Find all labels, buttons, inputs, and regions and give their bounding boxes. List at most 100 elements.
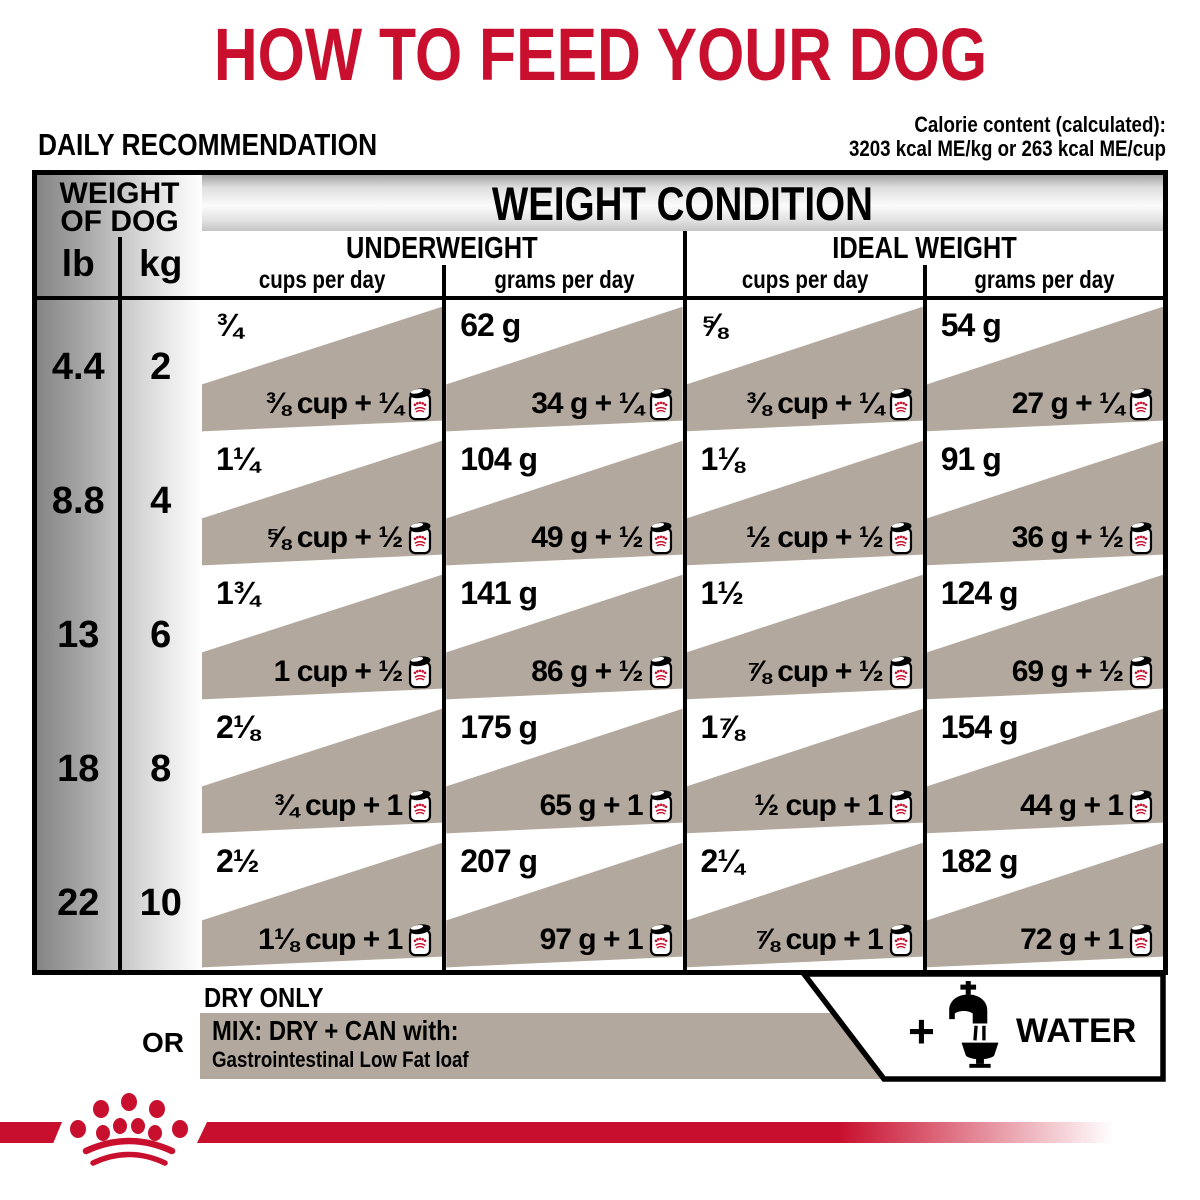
canned-food-icon [1128,520,1154,555]
weight-kg-value: 6 [150,613,172,656]
dry-value: 1½ [700,575,744,611]
mix-text: 27 g + ¼ [1011,386,1124,420]
plus-sign: + [908,1005,935,1057]
weight-row-4: 18 8 [37,702,202,836]
mix-text: 1 cup + ½ [273,654,404,688]
cell-r1-ideal-cups: ⅝ ⅜ cup + ¼ [682,300,923,434]
calorie-line-2: 3203 kcal ME/kg or 263 kcal ME/cup [848,136,1166,162]
cell-r4-ideal-grams: 154 g 44 g + 1 [922,702,1163,836]
weight-condition-header: WEIGHT CONDITION [202,175,1163,231]
dry-value: 104 g [460,441,538,477]
mix-value: ⅜ cup + ¼ [746,386,914,421]
mix-text: ¾ cup + 1 [273,788,404,822]
dry-value: 182 g [940,843,1019,879]
feeding-table: WEIGHT OF DOG lb kg 4.4 2 8.8 4 13 6 18 … [32,170,1168,975]
mix-value: 34 g + ¼ [531,386,673,421]
mix-value: ⅝ cup + ½ [265,520,433,555]
cell-r2-underweight-grams: 104 g 49 g + ½ [442,434,683,568]
mix-text: 86 g + ½ [531,654,643,688]
weight-kg-value: 10 [139,881,182,924]
cell-r4-underweight-cups: 2⅛ ¾ cup + 1 [202,702,443,836]
canned-food-icon [648,386,673,421]
cell-r3-ideal-cups: 1½ ⅞ cup + ½ [682,568,923,702]
dry-value: 91 g [940,441,1002,477]
unit-lb-label: lb [61,242,95,284]
dry-value: 2¼ [700,843,744,879]
cell-r1-underweight-grams: 62 g 34 g + ¼ [442,300,683,434]
mix-text: ⅜ cup + ¼ [745,386,884,420]
lb-kg-divider [117,237,122,970]
water-label: WATER [1016,1012,1136,1050]
ideal-cups-header: cups per day [682,265,923,300]
mix-value: ⅜ cup + ¼ [265,386,433,421]
dry-only-text: DRY ONLY [204,982,324,1013]
brand-stripe-right [197,1122,1142,1143]
canned-food-icon [407,520,433,555]
mix-value: ½ cup + 1 [754,788,914,823]
mix-value: 86 g + ½ [531,654,673,689]
weight-header-line1: WEIGHT [59,177,180,210]
weight-kg-value: 8 [150,747,172,790]
mix-value: ⅞ cup + 1 [754,922,914,957]
mix-value: ¾ cup + 1 [274,788,434,823]
dry-value: 1⅞ [700,709,744,745]
dry-value: 1¼ [216,441,259,477]
dry-value: 175 g [460,709,538,745]
dry-value: 207 g [460,843,538,879]
dry-value: 1¾ [216,575,259,611]
mix-value: ½ cup + ½ [746,520,914,555]
mix-text: ⅜ cup + ¼ [265,386,403,420]
cell-r2-underweight-cups: 1¼ ⅝ cup + ½ [202,434,443,568]
cell-r3-ideal-grams: 124 g 69 g + ½ [922,568,1163,702]
canned-food-icon [648,788,673,823]
weight-row-3: 13 6 [37,568,202,702]
mix-text: 65 g + 1 [539,788,644,822]
water-tap-icon [949,981,999,1068]
page-title-row: HOW TO FEED YOUR DOG [0,18,1200,92]
grams-per-day-text: grams per day [974,266,1115,294]
mix-text: ⅝ cup + ½ [265,520,403,554]
dry-value: ⅝ [700,307,728,343]
mix-text: ½ cup + 1 [754,788,884,822]
canned-food-icon [648,922,673,957]
cell-r2-ideal-grams: 91 g 36 g + ½ [922,434,1163,568]
canned-food-icon [407,654,433,689]
canned-food-icon [888,922,914,957]
ideal-weight-header: IDEAL WEIGHT [682,230,1163,265]
unit-kg-label: kg [139,242,183,284]
canned-food-icon [888,654,914,689]
dry-value: 2½ [216,843,259,879]
canned-food-icon [888,520,914,555]
mix-subtitle: Gastrointestinal Low Fat loaf [212,1047,898,1072]
dry-value: 124 g [940,575,1019,611]
calorie-content: Calorie content (calculated): 3203 kcal … [793,112,1166,162]
mix-value: 36 g + ½ [1012,520,1154,555]
weight-condition-text: WEIGHT CONDITION [491,176,874,230]
cell-r1-underweight-cups: ¾ ⅜ cup + ¼ [202,300,443,434]
mix-value: 44 g + 1 [1020,788,1154,823]
page-title: HOW TO FEED YOUR DOG [0,18,1200,92]
canned-food-icon [407,386,433,421]
legend: DRY ONLY OR MIX: DRY + CAN with: Gastroi… [32,971,1168,1089]
mix-value: 72 g + 1 [1020,922,1154,957]
mix-value: 49 g + ½ [531,520,673,555]
mix-value: 97 g + 1 [540,922,674,957]
section-label-text: DAILY RECOMMENDATION [38,127,378,162]
mix-value: 65 g + 1 [540,788,674,823]
cell-r3-underweight-grams: 141 g 86 g + ½ [442,568,683,702]
mix-text: 69 g + ½ [1011,654,1124,688]
dry-value: 2⅛ [216,709,259,745]
mix-value: ⅞ cup + ½ [746,654,914,689]
canned-food-icon [1128,654,1154,689]
page-title-text: HOW TO FEED YOUR DOG [213,13,987,96]
canned-food-icon [888,788,914,823]
dry-only-label: DRY ONLY [204,982,345,1014]
ideal-grams-header: grams per day [922,265,1163,300]
royal-canin-crown-logo [70,1093,188,1166]
or-label: OR [142,1027,184,1058]
weight-lb-value: 22 [57,881,100,924]
ideal-weight-text: IDEAL WEIGHT [832,230,1018,265]
mix-text: 49 g + ½ [531,520,643,554]
dry-value: 154 g [940,709,1019,745]
